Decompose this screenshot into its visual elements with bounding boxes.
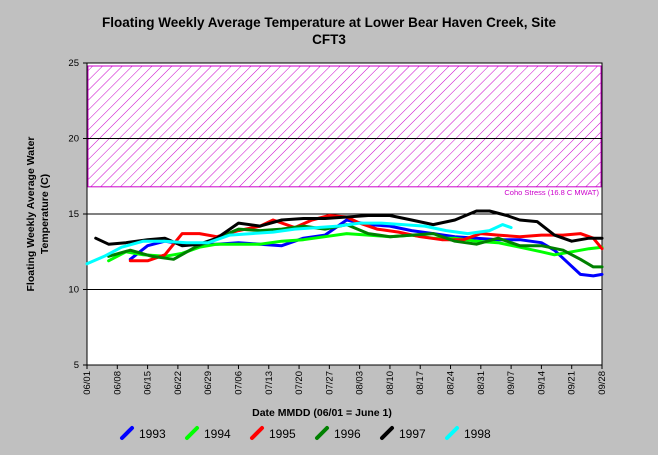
y-tick-label: 10 bbox=[68, 285, 79, 296]
series-lines bbox=[85, 209, 604, 278]
chart-title-line1: Floating Weekly Average Temperature at L… bbox=[102, 15, 556, 30]
legend-label-1994: 1994 bbox=[204, 427, 231, 441]
y-tick-label: 25 bbox=[68, 58, 79, 69]
x-tick-label: 08/03 bbox=[355, 371, 366, 395]
y-tick-label: 5 bbox=[74, 360, 79, 371]
x-tick-label: 08/31 bbox=[476, 371, 487, 395]
legend-swatch-1996 bbox=[315, 426, 329, 440]
coho-stress-band bbox=[87, 65, 602, 188]
legend: 1993 1994 1995 1996 1997 1998 bbox=[120, 426, 491, 441]
y-axis-title-line1: Floating Weekly Average Water bbox=[25, 136, 37, 291]
chart-title-line2: CFT3 bbox=[312, 32, 346, 47]
x-tick-label: 08/24 bbox=[446, 371, 457, 395]
legend-label-1995: 1995 bbox=[269, 427, 296, 441]
gridlines bbox=[87, 138, 602, 290]
y-tick-label: 15 bbox=[68, 209, 79, 220]
x-tick-label: 09/07 bbox=[506, 371, 517, 395]
x-axis-title: Date MMDD (06/01 = June 1) bbox=[252, 407, 392, 419]
x-tick-label: 08/17 bbox=[415, 371, 426, 395]
x-tick-label: 06/08 bbox=[112, 371, 123, 395]
legend-label-1998: 1998 bbox=[464, 427, 491, 441]
x-tick-label: 06/29 bbox=[203, 371, 214, 395]
x-tick-label: 09/21 bbox=[567, 371, 578, 395]
legend-swatch-1994 bbox=[185, 426, 199, 440]
x-tick-label: 08/10 bbox=[385, 371, 396, 395]
coho-stress-label: Coho Stress (16.8 C MWAT) bbox=[504, 188, 599, 197]
legend-swatch-1997 bbox=[380, 426, 394, 440]
x-tick-label: 09/14 bbox=[536, 371, 547, 395]
x-tick-label: 06/01 bbox=[82, 371, 93, 395]
series-line-1998 bbox=[85, 221, 513, 266]
x-tick-label: 07/06 bbox=[233, 371, 244, 395]
legend-label-1997: 1997 bbox=[399, 427, 426, 441]
x-tick-label: 07/27 bbox=[324, 371, 335, 395]
y-axis-ticks: 5 10 15 20 25 bbox=[68, 58, 87, 371]
x-tick-label: 06/22 bbox=[173, 371, 184, 395]
legend-swatch-1993 bbox=[120, 426, 134, 440]
x-tick-label: 07/20 bbox=[294, 371, 305, 395]
x-axis-ticks: 06/01 06/08 06/15 06/22 06/29 07/06 07/13 07/20… bbox=[82, 365, 608, 395]
legend-swatch-1995 bbox=[250, 426, 264, 440]
x-tick-label: 07/13 bbox=[264, 371, 275, 395]
series-line-1996 bbox=[107, 223, 604, 269]
x-tick-label: 06/15 bbox=[143, 371, 154, 395]
y-axis-title-line2: Temperature (C) bbox=[39, 174, 51, 254]
x-tick-label: 09/28 bbox=[597, 371, 608, 395]
y-tick-label: 20 bbox=[68, 134, 79, 145]
legend-label-1993: 1993 bbox=[139, 427, 166, 441]
legend-label-1996: 1996 bbox=[334, 427, 361, 441]
legend-swatch-1998 bbox=[445, 426, 459, 440]
